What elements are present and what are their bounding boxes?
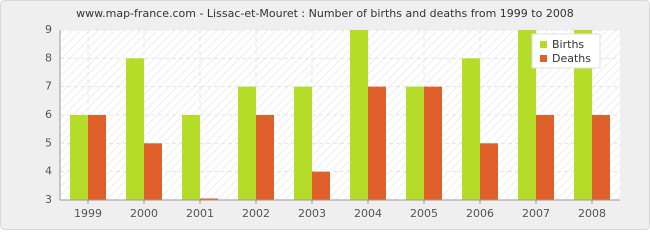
y-tick-label: 7 (45, 80, 52, 93)
bar (518, 30, 536, 200)
y-tick-label: 4 (45, 165, 52, 178)
bar (480, 143, 498, 200)
legend-box (531, 33, 601, 69)
bar (368, 86, 386, 200)
x-tick-label: 2005 (410, 207, 438, 220)
bar (312, 171, 330, 200)
bar (462, 58, 480, 201)
bar (126, 58, 144, 201)
x-tick-label: 2002 (242, 207, 270, 220)
legend-swatch (540, 41, 547, 48)
bar (350, 30, 368, 200)
bar (536, 115, 554, 200)
x-tick-label: 2007 (522, 207, 550, 220)
bar (70, 115, 88, 200)
x-tick-label: 2003 (298, 207, 326, 220)
bar (144, 143, 162, 200)
x-tick-label: 1999 (74, 207, 102, 220)
x-tick-label: 2006 (466, 207, 494, 220)
bar (88, 115, 106, 200)
legend-label: Deaths (552, 52, 591, 65)
bar (200, 198, 218, 200)
bar (574, 30, 592, 200)
bar (424, 86, 442, 200)
bar (238, 86, 256, 200)
legend-label: Births (552, 38, 584, 51)
y-tick-label: 8 (45, 51, 52, 64)
legend-swatch (540, 55, 547, 62)
y-tick-label: 9 (45, 23, 52, 36)
y-tick-label: 3 (45, 193, 52, 206)
y-tick-label: 6 (45, 108, 52, 121)
bar (294, 86, 312, 200)
chart-title: www.map-france.com - Lissac-et-Mouret : … (76, 7, 574, 20)
bar (256, 115, 274, 200)
x-tick-label: 2004 (354, 207, 382, 220)
chart: www.map-france.com - Lissac-et-Mouret : … (0, 0, 650, 230)
x-tick-label: 2008 (578, 207, 606, 220)
y-tick-label: 5 (45, 136, 52, 149)
bar (592, 115, 610, 200)
bar (406, 86, 424, 200)
bar (182, 115, 200, 200)
x-tick-label: 2001 (186, 207, 214, 220)
x-tick-label: 2000 (130, 207, 158, 220)
